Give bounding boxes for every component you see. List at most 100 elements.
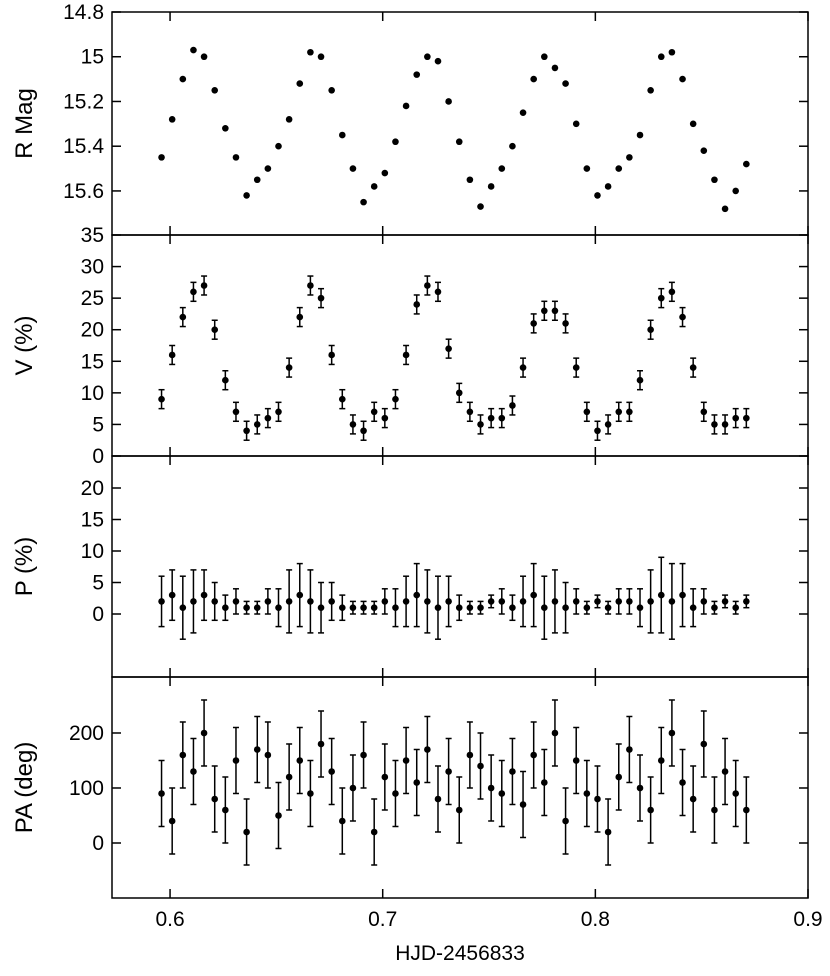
data-point [711,421,718,428]
data-point [679,75,686,83]
data-point [679,313,686,321]
data-point [530,75,537,83]
data-point [572,364,580,371]
data-point [338,131,346,139]
data-point [222,376,229,384]
data-point [604,421,612,428]
data-point [519,364,527,371]
data-point [179,313,187,321]
data-point [743,160,750,168]
data-point [200,282,208,289]
y-tick-label: 0 [92,603,104,626]
data-point [158,598,165,605]
data-point [200,591,208,599]
data-point [370,408,378,416]
data-point [381,414,389,422]
x-tick-label: 0.8 [581,908,610,931]
data-point [647,86,654,94]
data-point [530,591,537,599]
data-point [434,57,442,65]
data-point [264,414,272,422]
data-point [487,183,495,190]
x-tick-label: 0.9 [793,908,822,931]
data-point [285,598,293,605]
y-tick-label: 10 [81,540,104,563]
data-point [689,795,697,803]
data-point [392,604,399,612]
y-axis-label: P (%) [11,537,38,597]
y-tick-label: 0 [92,445,104,468]
panel-frame [111,11,809,236]
data-point [562,817,569,825]
data-point [743,598,750,605]
data-point [466,176,474,184]
data-point [413,591,421,599]
data-point [657,591,665,599]
y-tick-label: 5 [92,413,104,436]
data-point [455,806,463,814]
data-point [243,828,250,836]
data-point [307,48,314,56]
data-point [381,169,389,177]
data-point [338,395,346,403]
data-point [445,98,452,105]
data-point [179,604,187,612]
data-point [551,64,559,72]
data-point [296,80,304,87]
data-point [349,604,357,612]
y-tick-label: 200 [69,722,104,745]
data-point [296,313,304,321]
data-point [711,176,718,184]
data-point [615,773,623,781]
data-point [211,598,219,605]
data-point [519,109,527,116]
data-point [572,598,580,605]
data-point [434,604,442,612]
data-point [253,421,261,428]
data-point [190,768,197,775]
data-point [338,817,346,825]
data-point [572,120,580,128]
data-point [211,86,219,94]
data-point [317,604,325,612]
data-point [455,389,463,397]
y-tick-label: 35 [81,224,104,247]
data-point [604,828,612,836]
data-point [647,806,654,814]
data-point [445,598,452,605]
data-point [679,591,686,599]
data-point [466,604,474,612]
data-point [168,591,176,599]
data-point [530,320,537,327]
data-point [689,364,697,371]
data-point [328,351,335,359]
data-point [657,294,665,302]
data-point [721,421,729,428]
data-point [168,351,176,359]
data-point [211,795,219,803]
data-point [541,307,548,315]
data-point [711,806,718,814]
data-point [370,828,378,836]
y-tick-label: 15.6 [63,180,104,203]
data-point [604,183,612,190]
data-point [434,288,442,296]
data-point [594,598,601,605]
panel-frame [111,234,809,457]
data-point [402,102,410,110]
data-point [360,198,367,206]
data-point [743,806,750,814]
data-point [285,364,293,371]
data-point [615,165,623,172]
data-point [466,408,474,416]
panel-marks [158,556,750,640]
y-tick-label: 30 [81,256,104,279]
data-point [700,740,708,748]
data-point [253,604,261,612]
data-point [636,784,644,792]
data-point [551,307,559,315]
y-tick-label: 5 [92,572,104,595]
data-point [732,187,739,195]
